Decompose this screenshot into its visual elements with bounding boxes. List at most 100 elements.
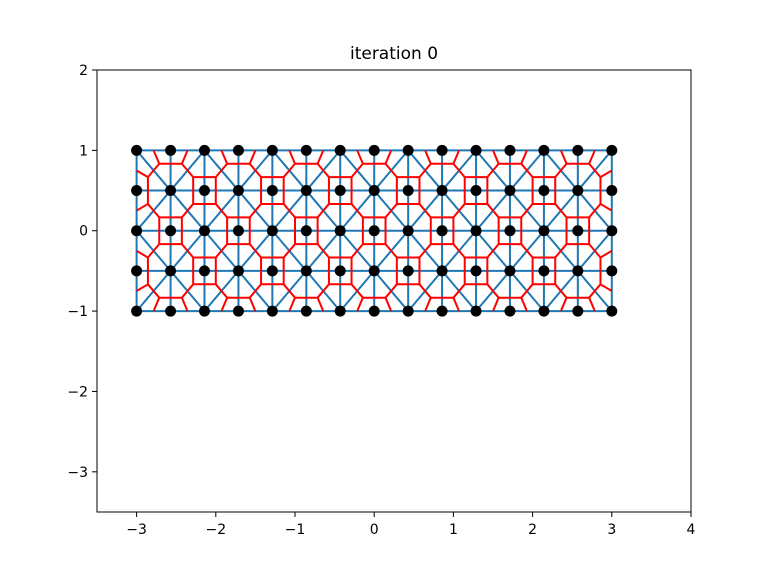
mesh-point: [470, 185, 482, 197]
y-tick-label: −3: [67, 465, 88, 481]
dual-edge: [215, 163, 228, 178]
mesh-point: [368, 144, 380, 156]
dual-edge: [215, 243, 228, 259]
dual-edge: [136, 203, 149, 212]
mesh-point: [436, 265, 448, 277]
dual-edge: [384, 243, 398, 259]
dual-edge: [486, 243, 500, 259]
mesh-point: [300, 225, 312, 237]
mesh-point: [504, 144, 516, 156]
mesh-point: [165, 185, 177, 197]
mesh-point: [198, 305, 210, 317]
dual-edge: [147, 243, 161, 259]
mesh-point: [232, 185, 244, 197]
mesh-point: [504, 265, 516, 277]
mesh-point: [436, 185, 448, 197]
dual-edge: [588, 149, 596, 165]
mesh-point: [470, 225, 482, 237]
dual-edge: [316, 297, 325, 312]
mesh-point: [300, 265, 312, 277]
mesh-point: [504, 185, 516, 197]
mesh-point: [538, 144, 550, 156]
mesh-point: [368, 265, 380, 277]
mesh-point: [165, 305, 177, 317]
dual-edge: [599, 283, 613, 292]
dual-edge: [152, 149, 161, 165]
mesh-point: [436, 305, 448, 317]
dual-edge: [350, 243, 364, 259]
dual-edge: [181, 283, 194, 299]
dual-edge: [452, 163, 466, 178]
dual-edge: [492, 297, 500, 312]
dual-edge: [486, 203, 500, 218]
dual-edge: [384, 283, 398, 299]
dual-edge: [588, 283, 602, 299]
dual-edge: [588, 297, 596, 312]
dual-edge: [452, 297, 460, 312]
mesh-point: [538, 305, 550, 317]
mesh-point: [572, 265, 584, 277]
dual-edge: [316, 163, 330, 178]
mesh-point: [402, 144, 414, 156]
mesh-point: [538, 225, 550, 237]
mesh-point: [334, 225, 346, 237]
dual-edge: [554, 203, 568, 218]
dual-edge: [424, 149, 432, 165]
dual-edge: [248, 283, 262, 299]
mesh-point: [470, 305, 482, 317]
mesh-point: [368, 305, 380, 317]
mesh-point: [402, 305, 414, 317]
y-tick-label: 1: [79, 143, 88, 159]
dual-edge: [554, 283, 568, 299]
dual-edge: [288, 297, 296, 312]
dual-edge: [356, 149, 364, 165]
dual-edge: [316, 203, 330, 218]
dual-edge: [520, 149, 528, 165]
dual-edge: [384, 203, 398, 218]
mesh-point: [606, 225, 618, 237]
y-tick-label: 2: [79, 63, 88, 79]
x-tick-label: −3: [126, 522, 147, 538]
mesh-point: [266, 144, 278, 156]
dual-edge: [520, 203, 534, 218]
mesh-point: [334, 305, 346, 317]
dual-edge: [492, 149, 500, 165]
dual-edge: [220, 297, 229, 312]
mesh: [131, 144, 618, 317]
dual-edge: [418, 163, 432, 178]
dual-edge: [588, 243, 602, 259]
mesh-point: [436, 144, 448, 156]
mesh-point: [538, 185, 550, 197]
dual-edge: [282, 283, 296, 299]
x-tick-label: 0: [370, 522, 379, 538]
mesh-point: [131, 305, 143, 317]
mesh-point: [266, 225, 278, 237]
dual-edge: [215, 203, 228, 218]
mesh-point: [572, 185, 584, 197]
dual-edge: [181, 203, 194, 218]
mesh-point: [606, 265, 618, 277]
mesh-point: [198, 185, 210, 197]
x-tick-label: 3: [607, 522, 616, 538]
dual-edge: [316, 283, 330, 299]
x-tick-label: 2: [528, 522, 537, 538]
dual-edge: [424, 297, 432, 312]
x-tick-label: −2: [205, 522, 226, 538]
dual-edge: [215, 283, 228, 299]
mesh-point: [232, 265, 244, 277]
x-tick-label: 1: [449, 522, 458, 538]
dual-edge: [248, 163, 262, 178]
mesh-point: [504, 305, 516, 317]
dual-edge: [147, 163, 161, 178]
dual-edge: [181, 243, 194, 259]
dual-edge: [147, 283, 161, 299]
mesh-point: [572, 144, 584, 156]
dual-edge: [452, 203, 466, 218]
dual-edge: [248, 243, 262, 259]
dual-edge: [599, 249, 613, 259]
mesh-point: [131, 265, 143, 277]
axes-frame: [96, 69, 692, 513]
mesh-point: [470, 265, 482, 277]
mesh-point: [131, 144, 143, 156]
dual-edge: [350, 283, 364, 299]
